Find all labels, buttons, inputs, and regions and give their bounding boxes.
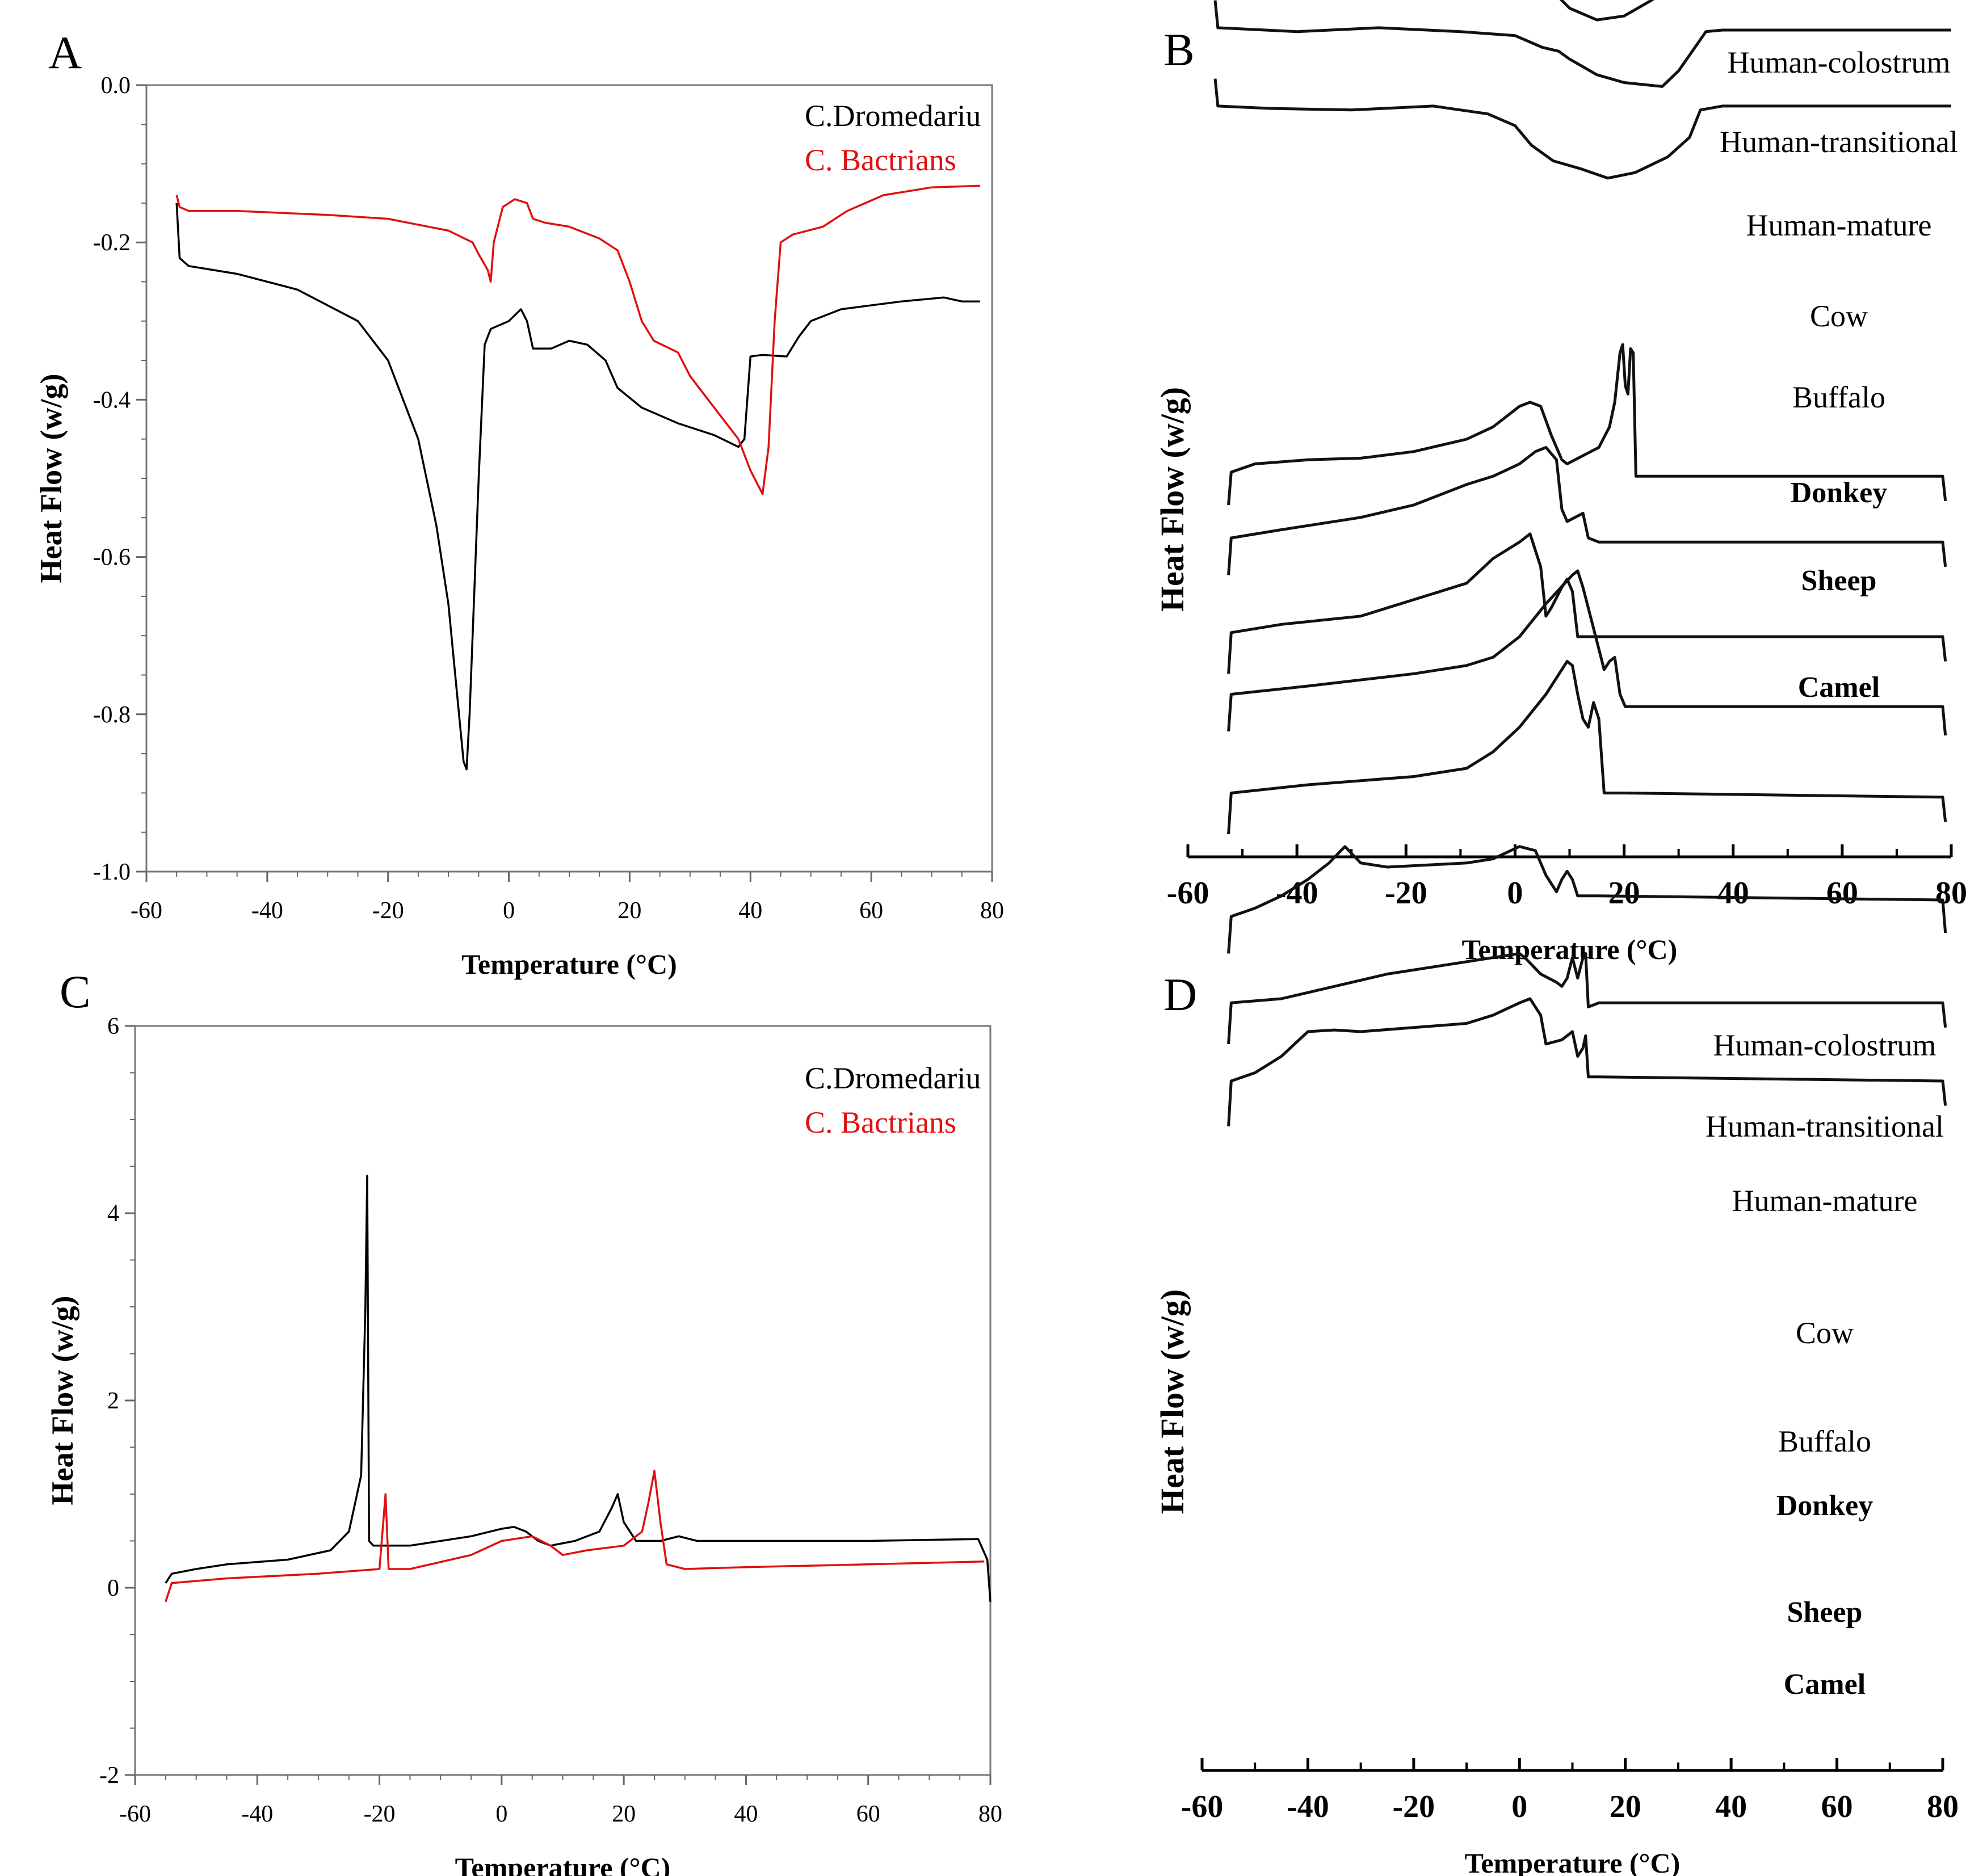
x-tick-label: -40 (1287, 1789, 1329, 1824)
y-axis-title: Heat Flow (w/g) (1154, 387, 1191, 612)
x-tick-label: 40 (738, 898, 762, 924)
trace-label: Buffalo (1778, 1424, 1871, 1458)
trace-label: Sheep (1801, 565, 1877, 597)
y-axis-title: Heat Flow (w/g) (34, 374, 68, 583)
x-tick-label: 60 (859, 898, 883, 924)
legend-entry: C.Dromedariu (805, 99, 981, 133)
trace-label: Buffalo (1792, 380, 1885, 414)
x-tick-label: -40 (251, 898, 283, 924)
panel-letter-d: D (1163, 969, 1197, 1020)
trace-human-transitional (1227, 952, 1947, 1044)
x-tick-label: 40 (1715, 1789, 1747, 1824)
x-axis-title: Temperature (°C) (455, 1852, 671, 1876)
trace-label: Human-transitional (1720, 125, 1958, 159)
y-tick-label: 0.0 (101, 73, 131, 99)
trace-label: Camel (1798, 671, 1880, 704)
panel-letter-a: A (48, 27, 82, 78)
y-tick-label: -0.8 (93, 702, 131, 728)
trace-cow (1227, 660, 1947, 835)
x-tick-label: 60 (856, 1801, 880, 1827)
panel-letter-c: C (60, 966, 91, 1017)
series-line-dromedariu (175, 203, 980, 771)
trace-camel (1227, 343, 1947, 506)
panel-b: -60 -40 -20 0 20 40 60 80 Human-colostrum Human-t… (1154, 0, 1967, 965)
y-tick-label: 4 (107, 1201, 119, 1227)
panel-a: -60 -40 -20 0 20 40 60 80 0.0 -0.2 -0.4 -0.6 -0.8 -1.… (34, 73, 1004, 980)
y-tick-label: -0.6 (93, 545, 131, 571)
x-tick-label: -20 (1393, 1789, 1435, 1824)
trace-human-transitional (1213, 0, 1951, 88)
x-tick-label: -60 (131, 898, 162, 924)
x-tick-label: -60 (119, 1801, 151, 1827)
trace-human-colostrum (1227, 997, 1947, 1126)
trace-label: Donkey (1791, 477, 1887, 509)
y-tick-label: -0.4 (93, 387, 131, 413)
trace-label: Human-colostrum (1713, 1028, 1936, 1062)
trace-human-mature (1559, 0, 1654, 22)
y-tick-label: 6 (107, 1013, 119, 1040)
x-tick-label: 40 (734, 1801, 758, 1827)
x-tick-label: 40 (1717, 876, 1749, 911)
trace-label: Camel (1784, 1668, 1866, 1701)
panel-letter-b: B (1163, 24, 1195, 75)
trace-label: Cow (1810, 299, 1868, 333)
trace-human-colostrum (1213, 78, 1951, 180)
series-line-bactrians (165, 1470, 985, 1602)
x-tick-label: 20 (612, 1801, 636, 1827)
trace-label: Human-mature (1732, 1184, 1918, 1218)
legend-entry: C. Bactrians (805, 143, 956, 177)
legend-entry: C.Dromedariu (805, 1061, 981, 1095)
trace-label: Human-colostrum (1728, 45, 1951, 79)
trace-sheep (1227, 446, 1947, 575)
y-tick-label: 0 (107, 1575, 119, 1601)
x-tick-label: -20 (372, 898, 404, 924)
y-axis-title: Heat Flow (w/g) (1154, 1289, 1191, 1514)
x-axis-title: Temperature (°C) (1462, 933, 1678, 965)
x-tick-label: 60 (1826, 876, 1858, 911)
x-axis-title: Temperature (°C) (1465, 1847, 1681, 1876)
x-tick-label: 0 (503, 898, 515, 924)
y-axis-title: Heat Flow (w/g) (45, 1296, 79, 1505)
y-tick-label: -1.0 (93, 859, 131, 885)
panel-d: -60 -40 -20 0 20 40 60 80 Human-colostrum Human-t… (1154, 343, 1959, 1876)
x-tick-label: -60 (1181, 1789, 1224, 1824)
x-tick-label: 80 (978, 1801, 1002, 1827)
x-tick-label: 20 (617, 898, 641, 924)
y-tick-label: -2 (99, 1763, 119, 1789)
x-tick-label: -60 (1167, 876, 1209, 911)
x-tick-label: 80 (1935, 876, 1967, 911)
x-tick-label: 0 (495, 1801, 507, 1827)
trace-label: Donkey (1776, 1490, 1873, 1522)
legend-entry: C. Bactrians (805, 1105, 956, 1139)
trace-label: Human-mature (1746, 208, 1932, 242)
x-tick-label: -20 (364, 1801, 396, 1827)
trace-label: Sheep (1787, 1596, 1863, 1629)
x-tick-label: -40 (1276, 876, 1318, 911)
y-tick-label: 2 (107, 1388, 119, 1414)
x-tick-label: 20 (1608, 876, 1640, 911)
x-tick-label: 20 (1610, 1789, 1641, 1824)
x-tick-label: -40 (241, 1801, 273, 1827)
trace-human-mature (1227, 845, 1947, 954)
series-line-dromedariu (165, 1175, 992, 1602)
trace-donkey (1227, 532, 1947, 674)
trace-buffalo (1227, 569, 1947, 736)
x-axis-title: Temperature (°C) (461, 948, 677, 980)
x-tick-label: 60 (1821, 1789, 1853, 1824)
series-line-bactrians (175, 184, 980, 495)
x-tick-label: 0 (1507, 876, 1523, 911)
trace-label: Human-transitional (1705, 1109, 1944, 1143)
x-tick-label: 0 (1511, 1789, 1527, 1824)
trace-label: Cow (1796, 1316, 1854, 1350)
y-tick-label: -0.2 (93, 230, 131, 256)
x-tick-label: 80 (980, 898, 1004, 924)
x-tick-label: -20 (1385, 876, 1427, 911)
x-tick-label: 80 (1927, 1789, 1959, 1824)
